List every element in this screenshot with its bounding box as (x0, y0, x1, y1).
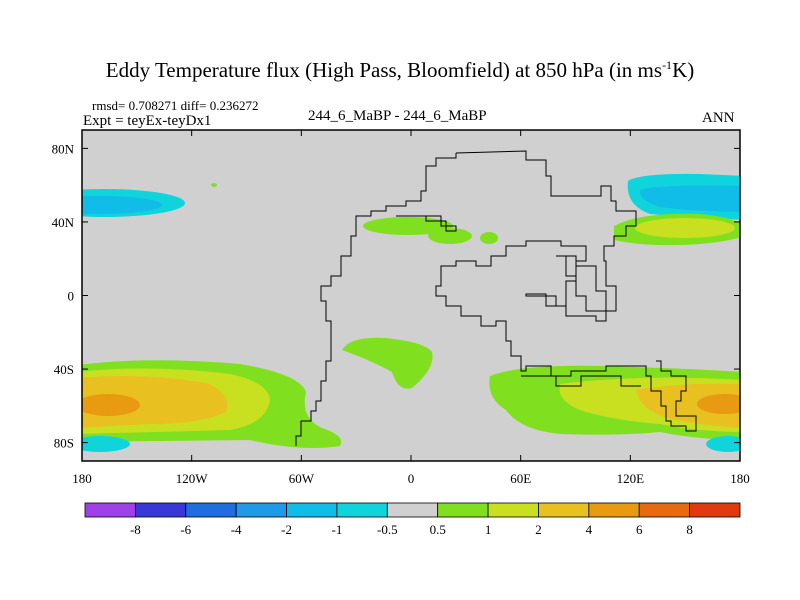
rmsd-diff-stats: rmsd= 0.708271 diff= 0.236272 (92, 98, 259, 113)
colorbar-label: -6 (180, 522, 191, 537)
contour-npacific-east-inner (82, 196, 162, 214)
x-axis: 180 120W 60W 0 60E 120E 180 (72, 130, 750, 486)
contour-mediterranean-green (480, 232, 498, 244)
chart-title: Eddy Temperature flux (High Pass, Bloomf… (105, 58, 695, 82)
colorbar-label: 4 (586, 522, 593, 537)
colorbar-label: 0.5 (430, 522, 446, 537)
colorbar-swatch (437, 502, 489, 518)
colorbar-label: -4 (231, 522, 242, 537)
coastline-north-landmass-west (295, 153, 457, 446)
colorbar-label: -8 (130, 522, 141, 537)
colorbar-label: 1 (485, 522, 492, 537)
contour-antarctic-east (706, 436, 740, 452)
contour-nwpacific-yellow (635, 218, 735, 238)
colorbar-swatch (538, 502, 590, 518)
colorbar-swatch (84, 502, 136, 518)
x-tick-label: 120E (617, 471, 645, 486)
y-tick-label: 80N (52, 141, 75, 156)
colorbar-swatch (487, 502, 539, 518)
contour-npacific-west-inner (639, 185, 740, 212)
colorbar-swatch (689, 502, 741, 518)
x-tick-label: 120W (176, 471, 209, 486)
colorbar-label: 2 (535, 522, 542, 537)
y-axis: 80N 40N 0 40S 80S (52, 141, 740, 451)
contour-satlantic-green (342, 337, 433, 389)
colorbar-swatch (386, 502, 439, 518)
colorbar-swatch (588, 502, 640, 518)
contour-small-green (211, 183, 217, 187)
colorbar-label: 8 (686, 522, 693, 537)
x-tick-label: 60E (510, 471, 531, 486)
colorbar-label: -2 (281, 522, 292, 537)
y-tick-label: 40S (54, 362, 74, 377)
y-tick-label: 0 (68, 289, 75, 304)
coastline-north-landmass (435, 150, 697, 432)
y-tick-label: 80S (54, 436, 74, 451)
colorbar-swatch (185, 502, 237, 518)
contour-sindian-red (697, 394, 740, 414)
x-tick-label: 60W (289, 471, 315, 486)
x-tick-label: 0 (408, 471, 415, 486)
contour-spacific-red (82, 394, 140, 416)
colorbar-swatch (336, 502, 388, 518)
x-tick-label: 180 (72, 471, 92, 486)
contour-sindian-orange (636, 383, 740, 428)
coastline-south-landmass (521, 375, 641, 387)
colorbar-swatch (134, 502, 187, 518)
contour-antarctic-west (82, 436, 130, 452)
colorbar-label: -1 (332, 522, 343, 537)
map-panel (82, 130, 740, 461)
coastline-europe-islands (396, 215, 457, 232)
x-tick-label: 180 (730, 471, 750, 486)
period-label: ANN (702, 110, 735, 126)
contour-europe-green (428, 228, 472, 244)
case-label: 244_6_MaBP - 244_6_MaBP (308, 108, 487, 124)
colorbar-swatch (235, 502, 287, 518)
colorbar-swatch (286, 502, 338, 518)
experiment-label: Expt = teyEx-teyDx1 (83, 113, 212, 129)
coastline-inner-sea (556, 255, 607, 312)
colorbar-label: 6 (636, 522, 643, 537)
colorbar-swatch (638, 502, 691, 518)
colorbar: -8 -6 -4 -2 -1 -0.5 0.5 1 2 4 6 8 (84, 502, 741, 537)
colorbar-label: -0.5 (377, 522, 398, 537)
y-tick-label: 40N (52, 215, 75, 230)
